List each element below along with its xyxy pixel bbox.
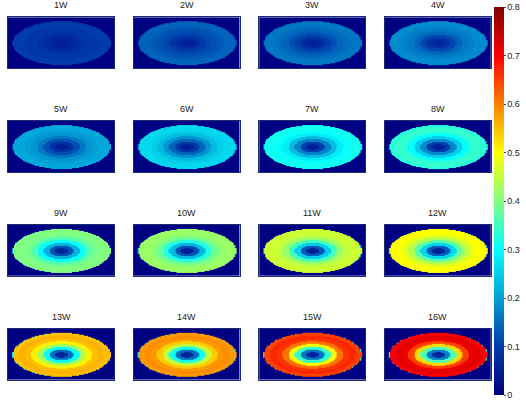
svg-text:10W: 10W	[177, 208, 196, 218]
svg-text:7W: 7W	[305, 104, 319, 114]
svg-text:0.8: 0.8	[507, 2, 520, 12]
svg-text:0.1: 0.1	[507, 342, 520, 352]
svg-text:6W: 6W	[180, 104, 194, 114]
svg-text:16W: 16W	[428, 312, 447, 322]
svg-text:3W: 3W	[305, 0, 319, 10]
svg-text:0.4: 0.4	[507, 196, 520, 206]
svg-text:0: 0	[507, 390, 512, 400]
svg-text:1W: 1W	[54, 0, 68, 10]
svg-text:0.2: 0.2	[507, 293, 520, 303]
svg-text:5W: 5W	[54, 104, 68, 114]
svg-text:0.3: 0.3	[507, 245, 520, 255]
svg-text:0.7: 0.7	[507, 51, 520, 61]
svg-text:0.6: 0.6	[507, 99, 520, 109]
svg-text:9W: 9W	[54, 208, 68, 218]
svg-text:0.5: 0.5	[507, 148, 520, 158]
svg-text:2W: 2W	[180, 0, 194, 10]
svg-text:15W: 15W	[303, 312, 322, 322]
svg-text:4W: 4W	[431, 0, 445, 10]
svg-text:13W: 13W	[52, 312, 71, 322]
svg-text:11W: 11W	[303, 208, 321, 218]
svg-text:12W: 12W	[428, 208, 447, 218]
svg-text:8W: 8W	[431, 104, 445, 114]
svg-text:14W: 14W	[177, 312, 196, 322]
